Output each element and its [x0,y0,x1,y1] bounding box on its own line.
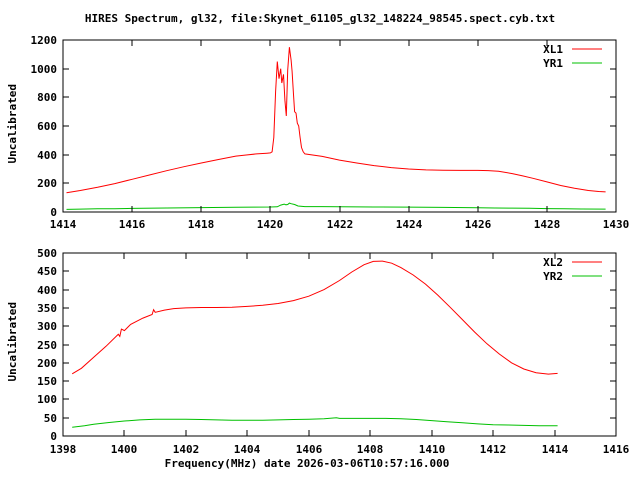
x-tick-label: 1430 [603,218,630,231]
x-tick-label: 1416 [119,218,146,231]
x-tick-label: 1414 [50,218,77,231]
legend-label-xl2: XL2 [543,256,563,269]
x-tick-label: 1416 [603,443,630,456]
y-tick-label: 350 [37,302,57,315]
x-axis-label: Frequency(MHz) date 2026-03-06T10:57:16.… [164,457,450,470]
xl1-curve [66,47,606,194]
y-tick-label: 500 [37,247,57,260]
y-tick-label: 400 [37,284,57,297]
x-tick-label: 1402 [173,443,200,456]
y-tick-label: 1000 [31,63,58,76]
legend-label-yr2: YR2 [543,270,563,283]
y-tick-label: 600 [37,120,57,133]
y-tick-label: 450 [37,265,57,278]
y-tick-label: 50 [44,412,57,425]
xl2-curve [71,260,558,375]
x-tick-label: 1428 [534,218,561,231]
y-tick-label: 0 [50,206,57,219]
x-tick-label: 1400 [111,443,138,456]
x-tick-label: 1412 [480,443,507,456]
y-tick-label: 300 [37,320,57,333]
plot-frame-bottom: 1398 1400 1402 1404 1406 1408 1410 1412 1414 1416… [37,247,629,456]
x-tick-label: 1410 [419,443,446,456]
x-tick-label: 1426 [465,218,492,231]
y-tick-label: 200 [37,357,57,370]
x-tick-label: 1414 [542,443,569,456]
y-tick-label: 800 [37,91,57,104]
x-tick-label: 1418 [188,218,215,231]
x-tick-label: 1408 [357,443,384,456]
plot-frame-top: 1414 1416 1418 1420 1422 1424 1426 1428 1430 0 200… [31,34,630,231]
y-tick-label: 0 [50,430,57,443]
yr1-curve [66,202,606,210]
chart-title: HIRES Spectrum, gl32, file:Skynet_61105_… [84,12,556,25]
x-tick-label: 1398 [50,443,77,456]
x-tick-label: 1404 [234,443,261,456]
x-tick-label: 1422 [327,218,354,231]
y-tick-label: 150 [37,375,57,388]
y-tick-label: 250 [37,339,57,352]
legend-label-xl1: XL1 [543,43,563,56]
y-tick-label: 200 [37,177,57,190]
y-tick-label: 100 [37,393,57,406]
plot-border [62,39,617,213]
y-tick-label: 1200 [31,34,58,47]
x-tick-label: 1406 [296,443,323,456]
yr2-curve [72,417,558,428]
legend-label-yr1: YR1 [543,57,563,70]
x-tick-label: 1420 [257,218,284,231]
x-tick-label: 1424 [396,218,423,231]
y-tick-label: 400 [37,149,57,162]
